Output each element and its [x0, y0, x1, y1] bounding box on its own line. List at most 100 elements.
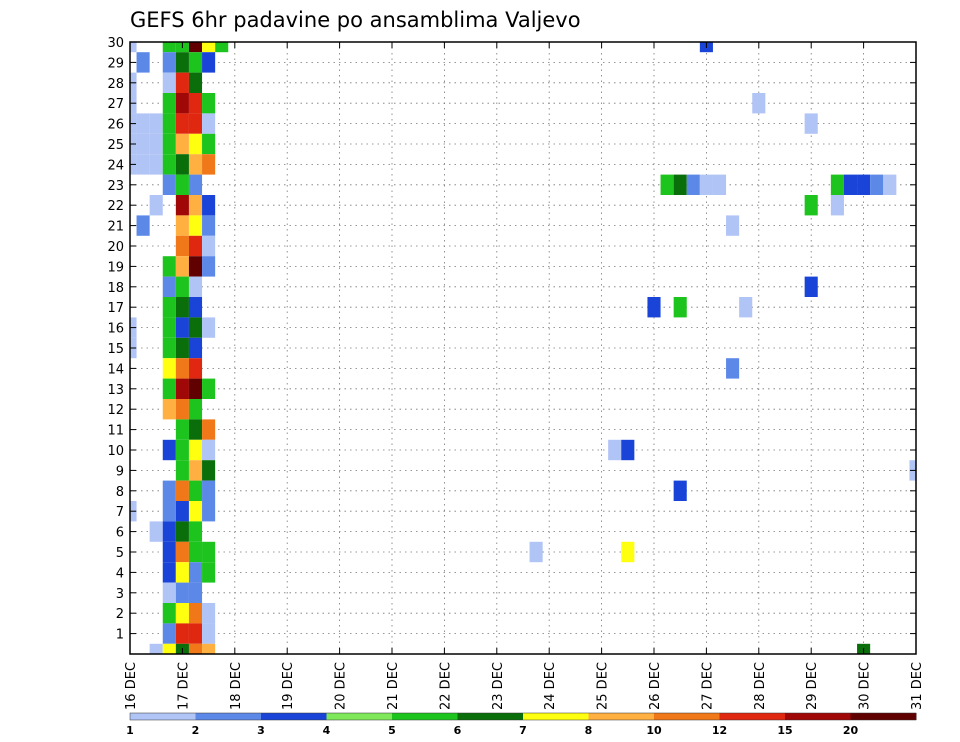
y-tick-label: 24 — [107, 158, 124, 173]
heatmap-cell — [188, 378, 203, 399]
heatmap-cell — [202, 501, 216, 522]
heatmap-cell — [149, 643, 163, 654]
y-tick-label: 27 — [107, 97, 124, 112]
heatmap-cell — [162, 378, 176, 399]
heatmap-cell — [162, 521, 176, 542]
y-tick-label: 26 — [107, 118, 124, 133]
heatmap-cell — [739, 297, 753, 318]
heatmap-cell — [202, 215, 216, 236]
heatmap-cell — [202, 133, 216, 155]
y-tick-label: 16 — [107, 322, 124, 337]
x-tick-label: 24 DEC — [543, 662, 558, 710]
legend-label: 20 — [843, 724, 859, 737]
y-tick-label: 15 — [107, 342, 124, 357]
heatmap-cell — [162, 52, 176, 73]
legend-label: 4 — [323, 724, 331, 737]
legend-color-swatch — [130, 713, 196, 720]
heatmap-cell — [162, 72, 176, 93]
heatmap-cell — [175, 154, 189, 175]
heatmap-cell — [175, 378, 189, 399]
heatmap-cell — [136, 215, 150, 236]
heatmap-cell — [202, 317, 216, 338]
heatmap-cell — [175, 541, 189, 563]
heatmap-cell — [188, 419, 203, 440]
heatmap-cell — [162, 317, 176, 338]
heatmap-cell — [202, 154, 216, 175]
legend-label: 3 — [257, 724, 265, 737]
heatmap-cell — [188, 297, 203, 318]
heatmap-cell — [162, 603, 176, 624]
heatmap-cell — [870, 174, 884, 195]
heatmap-cell — [883, 174, 897, 195]
y-tick-label: 21 — [107, 220, 124, 235]
heatmap-cells — [130, 42, 916, 654]
heatmap-cell — [188, 501, 203, 522]
y-axis-tick-labels: 1234567891011121314151617181920212223242… — [107, 36, 124, 643]
y-tick-label: 3 — [116, 587, 124, 602]
heatmap-cell — [162, 276, 176, 297]
x-tick-label: 31 DEC — [910, 662, 925, 710]
heatmap-cell — [175, 337, 189, 359]
heatmap-cell — [188, 582, 203, 603]
heatmap-cell — [188, 42, 203, 53]
heatmap-cell — [162, 256, 176, 277]
x-tick-label: 16 DEC — [124, 662, 139, 710]
heatmap-cell — [529, 541, 543, 563]
heatmap-cell — [202, 562, 216, 583]
heatmap-cell — [175, 93, 189, 114]
heatmap-cell — [162, 562, 176, 583]
heatmap-cell — [647, 297, 661, 318]
heatmap-cell — [188, 337, 203, 359]
x-tick-label: 17 DEC — [176, 662, 191, 710]
heatmap-cell — [188, 72, 203, 93]
chart-title: GEFS 6hr padavine po ansamblima Valjevo — [130, 8, 581, 32]
heatmap-cell — [202, 541, 216, 563]
heatmap-cell — [202, 623, 216, 644]
legend-color-swatch — [195, 713, 262, 720]
y-tick-label: 29 — [107, 56, 124, 71]
x-tick-label: 28 DEC — [753, 662, 768, 710]
heatmap-cell — [673, 174, 687, 195]
heatmap-cell — [188, 317, 203, 338]
legend-color-swatch — [850, 713, 917, 720]
heatmap-cell — [136, 52, 150, 73]
heatmap-cell — [175, 297, 189, 318]
y-tick-label: 20 — [107, 240, 124, 255]
heatmap-cell — [215, 42, 229, 53]
heatmap-cell — [162, 42, 176, 53]
heatmap-cell — [175, 133, 189, 155]
heatmap-cell — [136, 113, 150, 134]
heatmap-cell — [608, 439, 622, 461]
x-tick-label: 22 DEC — [438, 662, 453, 710]
legend-label: 1 — [126, 724, 134, 737]
heatmap-cell — [162, 643, 176, 654]
heatmap-cell — [830, 195, 844, 216]
heatmap-cell — [188, 276, 203, 297]
heatmap-cell — [804, 113, 818, 134]
x-tick-label: 26 DEC — [648, 662, 663, 710]
heatmap-cell — [175, 480, 189, 501]
legend-color-swatch — [588, 713, 655, 720]
x-tick-label: 21 DEC — [386, 662, 401, 710]
heatmap-cell — [202, 460, 216, 481]
heatmap-cell — [175, 113, 189, 134]
y-tick-label: 14 — [107, 362, 124, 377]
heatmap-cell — [830, 174, 844, 195]
heatmap-cell — [188, 154, 203, 175]
y-tick-label: 22 — [107, 199, 124, 214]
heatmap-cell — [188, 603, 203, 624]
heatmap-cell — [202, 419, 216, 440]
y-tick-label: 25 — [107, 138, 124, 153]
heatmap-cell — [175, 521, 189, 542]
x-axis-tick-labels: 16 DEC 17 DEC 18 DEC 19 DEC 20 DEC 21 DEC 22 D… — [124, 662, 925, 710]
heatmap-cell — [175, 358, 189, 379]
heatmap-cell — [699, 174, 713, 195]
heatmap-cell — [149, 113, 163, 134]
heatmap-cell — [149, 133, 163, 155]
heatmap-cell — [162, 154, 176, 175]
grid-lines — [130, 42, 916, 654]
heatmap-cell — [202, 113, 216, 134]
y-tick-label: 5 — [116, 546, 124, 561]
x-tick-label: 27 DEC — [700, 662, 715, 710]
legend-label: 12 — [712, 724, 727, 737]
